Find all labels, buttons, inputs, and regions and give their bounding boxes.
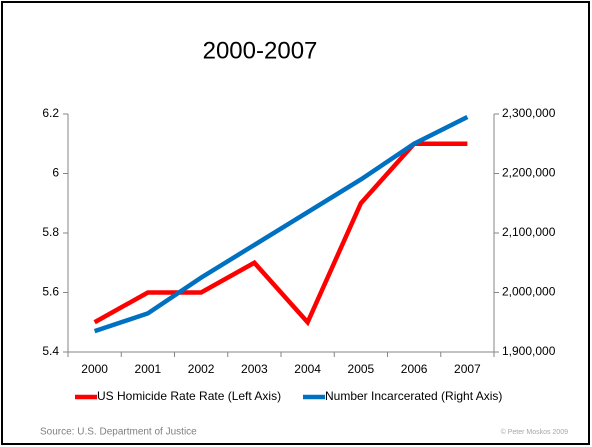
y-tick-label: 5.6 bbox=[42, 285, 59, 299]
y-tick-label: 5.8 bbox=[42, 225, 59, 239]
y2-tick-label: 2,100,000 bbox=[502, 225, 556, 239]
y2-tick-label: 1,900,000 bbox=[502, 344, 556, 358]
legend-label: Number Incarcerated (Right Axis) bbox=[325, 389, 502, 403]
y2-tick-label: 2,300,000 bbox=[502, 106, 556, 120]
y2-tick-label: 2,200,000 bbox=[502, 166, 556, 180]
source: Source: U.S. Department of Justice bbox=[40, 427, 197, 438]
y-tick-label: 5.4 bbox=[42, 344, 59, 358]
y-tick-label: 6.2 bbox=[42, 106, 59, 120]
chart-title: 2000-2007 bbox=[203, 37, 318, 64]
x-tick-label: 2007 bbox=[454, 362, 481, 376]
y2-tick-label: 2,000,000 bbox=[502, 285, 556, 299]
x-tick-label: 2006 bbox=[401, 362, 428, 376]
x-tick-label: 2003 bbox=[241, 362, 268, 376]
y-tick-label: 6 bbox=[52, 166, 59, 180]
data-line bbox=[93, 114, 469, 334]
x-tick-label: 2002 bbox=[188, 362, 215, 376]
x-tick-label: 2005 bbox=[348, 362, 375, 376]
credit: © Peter Moskos 2009 bbox=[501, 428, 569, 436]
x-tick-label: 2004 bbox=[294, 362, 321, 376]
x-tick-label: 2000 bbox=[81, 362, 108, 376]
x-tick-label: 2001 bbox=[135, 362, 162, 376]
legend-label: US Homicide Rate Rate (Left Axis) bbox=[97, 389, 281, 403]
data-line bbox=[93, 141, 468, 327]
